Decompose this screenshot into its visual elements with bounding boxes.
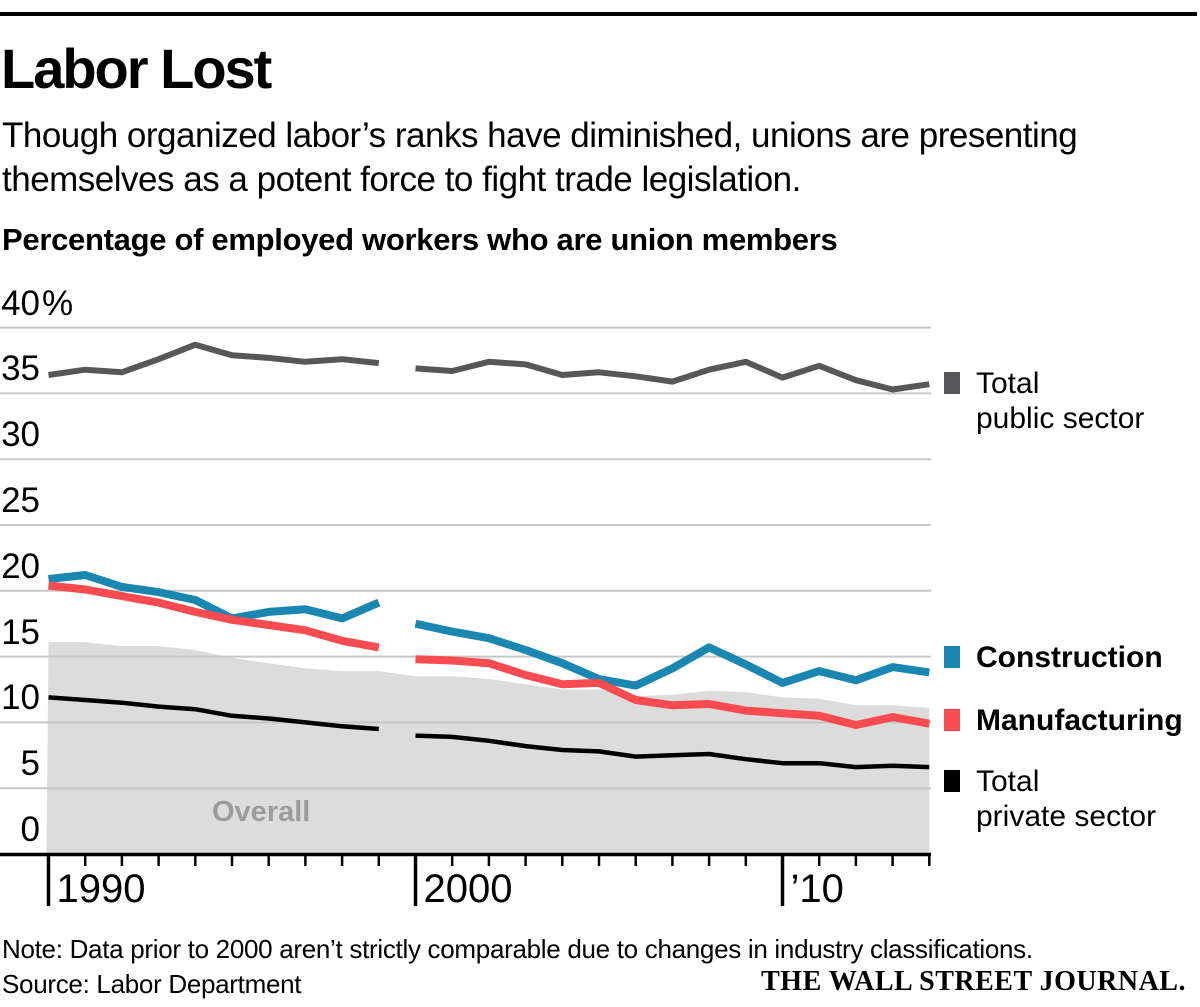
x-axis-label-2000: 2000 [423,867,513,911]
y-axis-label-5: 5 [20,744,40,784]
wsj-wordmark: THE WALL STREET JOURNAL. [761,966,1186,997]
chart-title: Percentage of employed workers who are u… [2,222,838,257]
series-manufacturing-post2000 [415,655,931,729]
y-axis-label-10: 10 [1,678,40,718]
y-axis-label-20: 20 [1,546,40,586]
y-axis-label-35: 35 [1,349,40,389]
series-construction-post2000 [414,619,930,690]
y-axis-label-0: 0 [20,810,40,849]
y-axis-label-25: 25 [1,481,40,520]
legend-swatch [944,646,960,668]
series-construction-pre2000 [48,571,381,623]
y-axis-label-40: 40% [1,283,74,323]
percent-sign: % [42,283,74,323]
series-manufacturing-pre2000 [48,581,380,652]
source-line: Source: Labor Department [2,969,302,999]
legend-label: Total private sector [976,765,1157,833]
series-total-private-sector-post2000 [415,733,930,770]
y-axis-label-30: 30 [1,415,40,455]
series-total-public-sector-post2000 [415,358,930,393]
legend-label: Construction [976,641,1163,674]
overall-area [46,642,930,856]
legend-label: Total public sector [976,367,1145,435]
overall-area-label: Overall [212,796,311,828]
footnote: Note: Data prior to 2000 aren’t strictly… [2,934,1033,964]
top-rule [0,12,1197,16]
x-axis-label-1990: 1990 [56,867,146,911]
graphic-subtitle: Though organized labor’s ranks have dimi… [2,116,1078,199]
x-axis-label-2010: ’10 [790,867,844,911]
legend-swatch [944,709,960,731]
legend-swatch [944,372,960,394]
series-total-public-sector-pre2000 [48,341,380,378]
legend-swatch [944,770,960,792]
graphic-title: Labor Lost [1,37,272,100]
series-total-private-sector-pre2000 [48,695,379,732]
y-axis-label-15: 15 [1,612,40,652]
legend-label: Manufacturing [976,704,1183,737]
